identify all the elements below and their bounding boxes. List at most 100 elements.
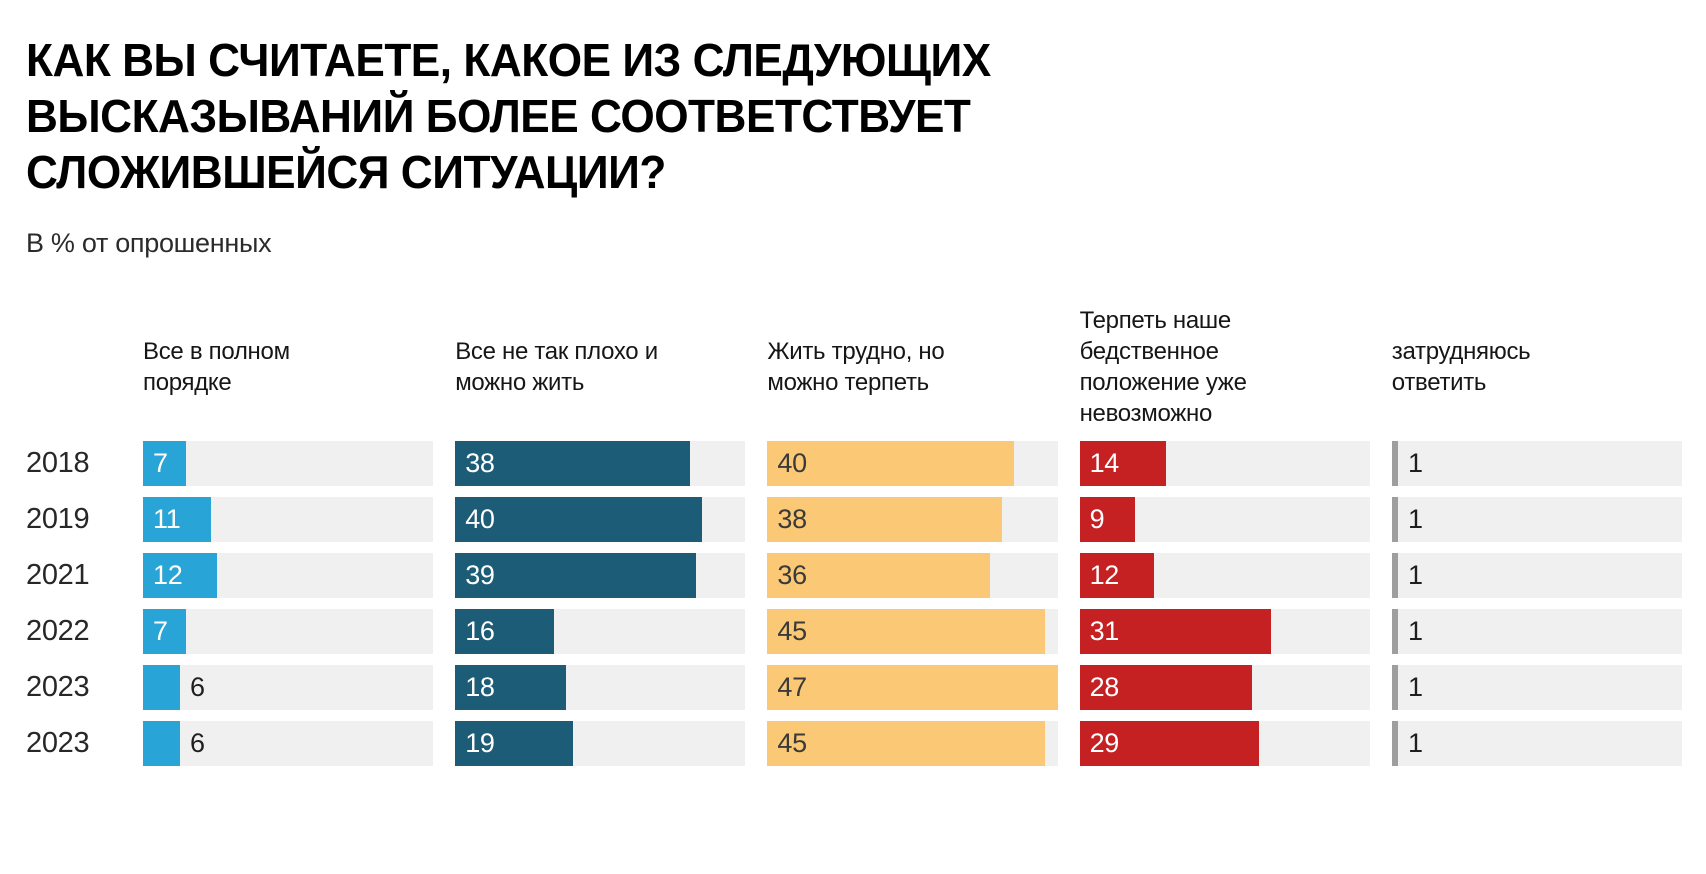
bar-track: 1 <box>1391 665 1682 710</box>
bar-track: 39 <box>455 553 746 598</box>
bar-track: 18 <box>455 665 746 710</box>
bar-track: 47 <box>767 665 1058 710</box>
bar-value: 36 <box>777 560 807 590</box>
bar-track: 1 <box>1391 553 1682 598</box>
year-label: 2023 <box>26 671 90 703</box>
bar-value: 1 <box>1407 616 1423 646</box>
bar-track: 6 <box>143 665 434 710</box>
bar-2023-series-5 <box>1391 665 1398 710</box>
bar-2021-series-1 <box>143 553 218 598</box>
bar-track: 45 <box>767 609 1058 654</box>
bar-value: 1 <box>1407 728 1423 758</box>
bar-track: 28 <box>1079 665 1370 710</box>
bar-value: 12 <box>153 560 183 590</box>
bar-value: 9 <box>1089 504 1105 534</box>
bar-2019-series-5 <box>1391 497 1398 542</box>
bar-value: 18 <box>465 672 495 702</box>
page-title: КАК ВЫ СЧИТАЕТЕ, КАКОЕ ИЗ СЛЕДУЮЩИХ ВЫСК… <box>26 34 991 198</box>
bar-track: 1 <box>1391 721 1682 766</box>
bar-2023-series-1 <box>143 665 181 710</box>
bar-value: 6 <box>190 728 205 758</box>
bar-value: 28 <box>1089 672 1120 702</box>
column-header-5: затрудняюсь ответить <box>1391 338 1531 396</box>
column-headers: Все в полном порядке Все не так плохо и м… <box>24 305 1682 429</box>
chart-row-2023: 2023 6 19 45 29 1 <box>24 721 1682 766</box>
bar-2022-series-4 <box>1079 609 1271 654</box>
bar-track: 12 <box>1079 553 1370 598</box>
column-header-3: Жить трудно, но можно терпеть <box>767 338 945 396</box>
bar-track: 40 <box>767 441 1058 486</box>
bar-value: 6 <box>190 672 205 702</box>
bar-2023-series-3 <box>767 721 1046 766</box>
bar-value: 29 <box>1089 728 1120 758</box>
bar-value: 39 <box>465 560 495 590</box>
bar-2021-series-2 <box>455 553 696 598</box>
bar-track: 29 <box>1079 721 1370 766</box>
bar-2018-series-5 <box>1391 441 1398 486</box>
chart-subtitle: В % от опрошенных <box>26 228 272 258</box>
bar-track: 7 <box>143 609 434 654</box>
bar-2019-series-3 <box>767 497 1003 542</box>
bar-2023-series-1 <box>143 721 181 766</box>
bar-track: 6 <box>143 721 434 766</box>
bar-value: 1 <box>1407 504 1423 534</box>
bar-2023-series-2 <box>455 665 567 710</box>
bar-track: 14 <box>1079 441 1370 486</box>
bar-2021-series-3 <box>767 553 990 598</box>
bar-track: 1 <box>1391 609 1682 654</box>
bar-2022-series-5 <box>1391 609 1398 654</box>
bar-2023-series-2 <box>455 721 573 766</box>
bar-value: 16 <box>465 616 495 646</box>
bar-2023-series-4 <box>1079 665 1253 710</box>
bar-value: 31 <box>1089 616 1120 646</box>
bar-2019-series-1 <box>143 497 211 542</box>
bar-track: 9 <box>1079 497 1370 542</box>
bar-value: 45 <box>777 728 807 758</box>
bar-2018-series-1 <box>143 441 187 486</box>
bar-2023-series-4 <box>1079 721 1259 766</box>
bar-2022-series-2 <box>455 609 554 654</box>
bar-value: 1 <box>1407 448 1423 478</box>
bar-track: 1 <box>1391 441 1682 486</box>
bar-value: 47 <box>777 672 807 702</box>
bar-2019-series-2 <box>455 497 703 542</box>
bar-2023-series-5 <box>1391 721 1398 766</box>
bar-value: 7 <box>153 448 168 478</box>
bar-value: 7 <box>153 616 168 646</box>
bar-value: 11 <box>153 504 181 534</box>
bar-track: 45 <box>767 721 1058 766</box>
bar-value: 14 <box>1089 448 1120 478</box>
bar-2021-series-5 <box>1391 553 1398 598</box>
chart-rows: 2018 7 38 40 14 1 2019 11 40 38 9 1 2021 12 39 36 12 1 202… <box>24 441 1682 766</box>
bar-2022-series-1 <box>143 609 187 654</box>
bar-chart: Все в полном порядке Все не так плохо и м… <box>24 305 1682 766</box>
bar-value: 12 <box>1089 560 1120 590</box>
bar-value: 45 <box>777 616 807 646</box>
bar-track: 40 <box>455 497 746 542</box>
year-label: 2022 <box>26 615 90 647</box>
bar-value: 38 <box>465 448 495 478</box>
bar-2021-series-4 <box>1079 553 1154 598</box>
bar-value: 38 <box>777 504 807 534</box>
bar-track: 19 <box>455 721 746 766</box>
year-label: 2019 <box>26 503 90 535</box>
column-header-4: Терпеть наше бедственное положение уже н… <box>1079 307 1247 427</box>
bar-track: 1 <box>1391 497 1682 542</box>
bar-track: 31 <box>1079 609 1370 654</box>
chart-row-2021: 2021 12 39 36 12 1 <box>24 553 1682 598</box>
bar-value: 1 <box>1407 672 1423 702</box>
bar-2018-series-4 <box>1079 441 1167 486</box>
bar-track: 11 <box>143 497 434 542</box>
bar-track: 38 <box>767 497 1058 542</box>
year-label: 2018 <box>26 447 90 479</box>
column-header-1: Все в полном порядке <box>143 338 290 396</box>
chart-row-2018: 2018 7 38 40 14 1 <box>24 441 1682 486</box>
bar-track: 7 <box>143 441 434 486</box>
bar-track: 36 <box>767 553 1058 598</box>
bar-2019-series-4 <box>1079 497 1136 542</box>
bar-2022-series-3 <box>767 609 1046 654</box>
column-header-2: Все не так плохо и можно жить <box>455 338 658 396</box>
year-label: 2021 <box>26 559 90 591</box>
bar-value: 19 <box>465 728 495 758</box>
